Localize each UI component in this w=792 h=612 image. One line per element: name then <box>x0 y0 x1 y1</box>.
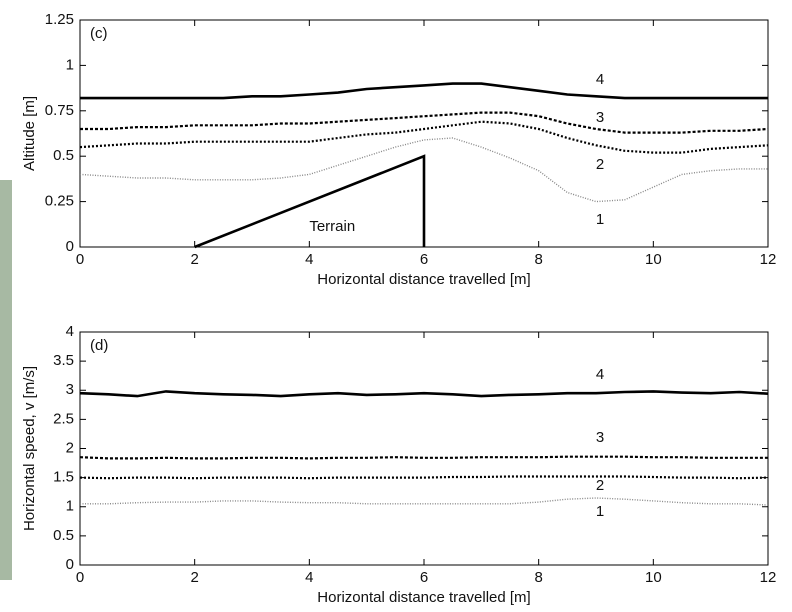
series-line <box>79 120 769 154</box>
x-tick-label: 2 <box>190 569 198 586</box>
series-label: 3 <box>596 109 604 126</box>
x-tick-label: 12 <box>760 569 777 586</box>
panel-label: (d) <box>90 337 108 354</box>
y-tick-label: 0.5 <box>53 147 74 164</box>
series-line <box>79 455 768 460</box>
x-tick-label: 0 <box>76 569 84 586</box>
series-label: 2 <box>596 477 604 494</box>
y-tick-label: 3.5 <box>53 352 74 369</box>
y-tick-label: 0.75 <box>45 102 74 119</box>
y-tick-label: 1.25 <box>45 11 74 28</box>
x-tick-label: 8 <box>534 569 542 586</box>
y-tick-label: 2 <box>66 439 74 456</box>
y-tick-label: 0.25 <box>45 193 74 210</box>
series-label: 3 <box>596 429 604 446</box>
x-tick-label: 6 <box>420 251 428 268</box>
y-tick-label: 3 <box>66 381 74 398</box>
series-line <box>79 390 769 398</box>
x-tick-label: 8 <box>534 251 542 268</box>
y-tick-label: 1 <box>66 498 74 515</box>
plot-frame <box>79 331 769 566</box>
x-tick-label: 2 <box>190 251 198 268</box>
terrain-label: Terrain <box>309 218 355 235</box>
series-label: 4 <box>596 71 604 88</box>
series-label: 2 <box>596 156 604 173</box>
background-strip <box>0 180 12 580</box>
x-tick-label: 10 <box>645 251 662 268</box>
terrain-line <box>194 154 426 249</box>
x-tick-label: 0 <box>76 251 84 268</box>
x-axis-label: Horizontal distance travelled [m] <box>317 271 530 288</box>
series-line <box>80 497 769 506</box>
series-line <box>80 82 768 100</box>
y-tick-label: 0.5 <box>53 527 74 544</box>
x-tick-label: 10 <box>645 569 662 586</box>
y-tick-label: 0 <box>66 238 74 255</box>
x-tick-label: 6 <box>420 569 428 586</box>
series-line <box>80 111 769 134</box>
x-axis-label: Horizontal distance travelled [m] <box>317 589 530 606</box>
y-axis-label: Altitude [m] <box>21 96 38 171</box>
series-label: 1 <box>596 503 604 520</box>
x-tick-label: 4 <box>305 569 313 586</box>
y-tick-label: 4 <box>66 323 74 340</box>
y-axis-label: Horizontal speed, v [m/s] <box>21 366 38 531</box>
y-tick-label: 2.5 <box>53 410 74 427</box>
y-tick-label: 1 <box>66 56 74 73</box>
series-label: 4 <box>596 366 604 383</box>
panel-label: (c) <box>90 25 108 42</box>
y-tick-label: 1.5 <box>53 469 74 486</box>
y-tick-label: 0 <box>66 556 74 573</box>
series-label: 1 <box>596 211 604 228</box>
series-line <box>79 475 769 480</box>
x-tick-label: 4 <box>305 251 313 268</box>
x-tick-label: 12 <box>760 251 777 268</box>
